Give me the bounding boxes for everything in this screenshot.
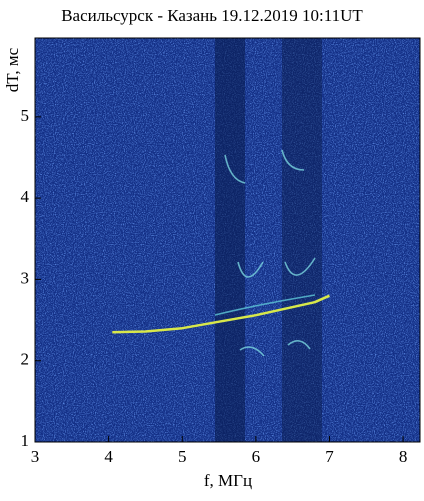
x-tick-label: 5	[178, 447, 187, 466]
trace	[112, 294, 330, 334]
x-tick-label: 4	[104, 447, 113, 466]
y-tick-label: 5	[21, 106, 30, 125]
plot-frame	[34, 37, 421, 443]
x-tick-label: 8	[399, 447, 408, 466]
y-tick-label: 4	[21, 187, 30, 206]
x-tick-label: 3	[31, 447, 40, 466]
y-tick-label: 1	[21, 431, 30, 450]
y-tick-label: 3	[21, 268, 30, 287]
y-axis-label: dT, мс	[3, 47, 22, 92]
x-axis-label: f, МГц	[204, 471, 252, 490]
y-tick-label: 2	[21, 350, 30, 369]
ionogram-background	[35, 38, 420, 442]
x-tick-label: 6	[252, 447, 261, 466]
x-tick-label: 7	[325, 447, 334, 466]
chart-title: Васильсурск - Казань 19.12.2019 10:11UT	[61, 6, 363, 25]
